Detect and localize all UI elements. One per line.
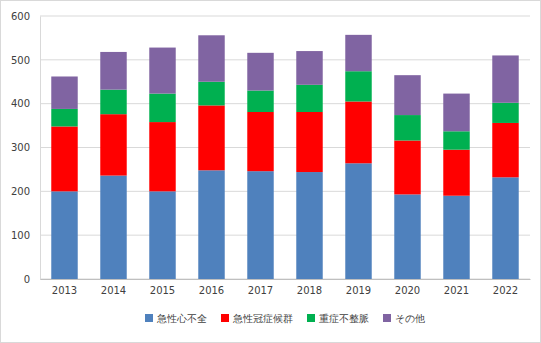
- bar-segment: [149, 48, 175, 94]
- legend-label: 急性冠症候群: [232, 313, 293, 324]
- bar-segment: [198, 82, 224, 106]
- bar-segment: [247, 112, 273, 171]
- x-tick-label: 2017: [248, 285, 273, 296]
- bar-segment: [51, 126, 77, 191]
- x-tick: 2022: [493, 279, 518, 296]
- x-tick: 2015: [150, 279, 175, 296]
- legend-item: 急性冠症候群: [221, 313, 293, 324]
- bar-segment: [149, 94, 175, 122]
- y-tick-label: 600: [11, 11, 30, 22]
- legend-label: その他: [395, 313, 425, 324]
- bar-segment: [198, 35, 224, 81]
- y-tick: 100: [11, 230, 40, 241]
- bar-segment: [51, 109, 77, 127]
- bar-segment: [345, 163, 371, 279]
- x-tick-label: 2018: [297, 285, 322, 296]
- x-tick-label: 2022: [493, 285, 518, 296]
- bar-segment: [492, 55, 518, 102]
- bar-segment: [492, 177, 518, 279]
- bar-segment: [345, 71, 371, 101]
- bar-segment: [394, 140, 420, 194]
- legend-swatch: [383, 314, 391, 322]
- x-tick: 2013: [52, 279, 77, 296]
- x-tick-label: 2019: [346, 285, 371, 296]
- y-tick: 500: [11, 55, 40, 66]
- bar-segment: [443, 150, 469, 196]
- legend-item: 急性心不全: [145, 313, 207, 324]
- bar-segment: [443, 94, 469, 132]
- y-tick-label: 0: [24, 274, 30, 285]
- bar-segment: [149, 191, 175, 279]
- bar-segment: [296, 172, 322, 279]
- bar-segment: [51, 76, 77, 108]
- bar-segment: [492, 123, 518, 177]
- bar-segment: [345, 35, 371, 71]
- bar-segment: [247, 171, 273, 279]
- x-tick-label: 2013: [52, 285, 77, 296]
- legend-label: 重症不整脈: [319, 313, 369, 324]
- bar-segment: [100, 52, 126, 90]
- chart-border: [1, 1, 541, 343]
- y-tick: 300: [11, 142, 40, 153]
- grid: [40, 16, 530, 279]
- x-tick-label: 2015: [150, 285, 175, 296]
- y-tick: 0: [24, 274, 40, 285]
- legend-label: 急性心不全: [156, 313, 207, 324]
- bar-segment: [394, 75, 420, 115]
- x-tick: 2016: [199, 279, 224, 296]
- x-tick-label: 2016: [199, 285, 224, 296]
- chart: 0100200300400500600201320142015201620172…: [0, 0, 541, 343]
- bar-segment: [198, 170, 224, 279]
- x-axis-line: [41, 279, 531, 280]
- bar-segment: [492, 103, 518, 123]
- x-tick: 2020: [395, 279, 420, 296]
- bar-segment: [100, 176, 126, 279]
- legend-swatch: [307, 314, 315, 322]
- bar-segment: [247, 91, 273, 112]
- bar-segment: [149, 122, 175, 191]
- bar-segment: [394, 115, 420, 140]
- plot-area: 0100200300400500600201320142015201620172…: [11, 11, 531, 296]
- y-tick-label: 200: [11, 186, 30, 197]
- bar-segment: [100, 114, 126, 175]
- x-tick: 2017: [248, 279, 273, 296]
- bar-segment: [296, 112, 322, 172]
- legend-swatch: [145, 314, 153, 322]
- bar-segment: [296, 85, 322, 112]
- x-tick-label: 2021: [444, 285, 469, 296]
- legend-item: その他: [383, 313, 425, 324]
- y-tick: 600: [11, 11, 40, 22]
- y-axis-line: [40, 17, 41, 280]
- y-tick: 400: [11, 98, 40, 109]
- x-axis: 2013 2014 2015 2016 2017 2018 2019 2020 2021 2022: [41, 279, 531, 296]
- legend: 急性心不全 急性冠症候群 重症不整脈 その他: [145, 313, 425, 324]
- y-tick: 200: [11, 186, 40, 197]
- bar-segment: [100, 90, 126, 115]
- y-tick-label: 400: [11, 98, 30, 109]
- bar-segment: [247, 53, 273, 91]
- grid-line: [40, 16, 530, 17]
- bar-segment: [394, 194, 420, 279]
- series: [51, 35, 518, 131]
- bar-segment: [443, 196, 469, 279]
- y-tick-label: 100: [11, 230, 30, 241]
- x-tick: 2014: [101, 279, 126, 296]
- x-tick-label: 2020: [395, 285, 420, 296]
- x-tick: 2021: [444, 279, 469, 296]
- legend-swatch: [221, 314, 229, 322]
- bar-segment: [51, 191, 77, 279]
- y-axis: 0 100 200 300 400 500 600: [11, 11, 41, 285]
- y-tick-label: 300: [11, 142, 30, 153]
- x-tick: 2019: [346, 279, 371, 296]
- legend-item: 重症不整脈: [307, 313, 369, 324]
- x-tick: 2018: [297, 279, 322, 296]
- bars: [51, 35, 518, 279]
- bar-segment: [345, 101, 371, 163]
- bar-segment: [443, 131, 469, 149]
- bar-segment: [296, 51, 322, 85]
- bar-segment: [198, 105, 224, 170]
- y-tick-label: 500: [11, 55, 30, 66]
- x-tick-label: 2014: [101, 285, 126, 296]
